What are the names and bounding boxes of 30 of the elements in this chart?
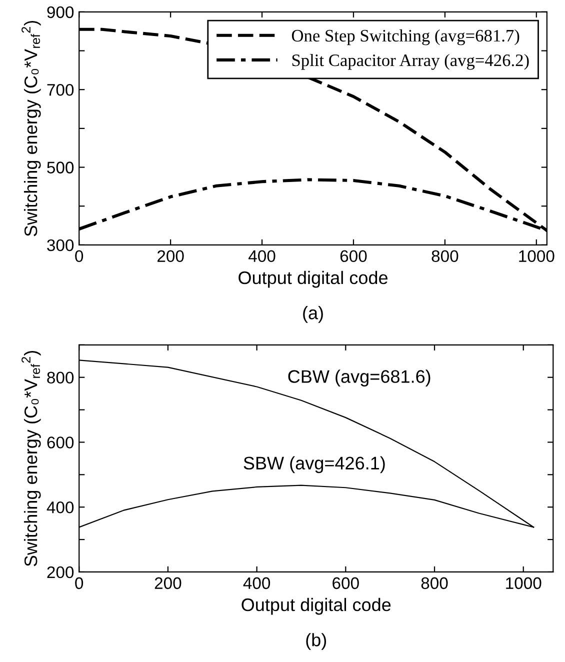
y-axis-title: Switching energy (C₀*V$_{ref}$$^{2}$) [22,350,41,566]
x-tick-label: 800 [432,250,458,262]
series-label: SBW (avg=426.1) [244,456,385,474]
y-axis-title: Switching energy (C₀*V$_{ref}$$^{2}$) [22,20,41,236]
x-tick-label: 400 [248,250,276,262]
y-tick-label: 800 [47,372,74,384]
x-tick-label: 600 [340,250,367,262]
text: (b) [306,633,326,650]
x-tick-label: 0 [75,250,84,262]
y-tick-label: 200 [47,566,74,578]
x-tick-label: 200 [154,577,182,590]
y-tick-label: 400 [46,501,74,514]
y-tick-label: 300 [47,239,74,252]
y-tick-label: 700 [47,84,74,96]
x-tick-label: 1000 [519,250,554,262]
x-tick-label: 400 [243,577,270,590]
x-tick-label: 0 [75,577,84,590]
x-tick-label: 800 [421,577,448,590]
x-axis-title: Output digital code [242,598,391,615]
legend-label: One Step Switching (avg=681.7) [292,29,520,46]
x-tick-label: 1000 [506,577,542,590]
x-tick-label: 200 [157,250,184,262]
y-tick-label: 500 [47,162,74,174]
text: (a) [303,306,323,323]
y-tick-label: 900 [47,6,74,18]
x-axis-title: Output digital code [238,270,388,288]
legend-label: CBW (avg=681.6) [288,370,430,386]
x-tick-label: 600 [332,577,359,590]
legend-label: Split Capacitor Array (avg=426.2) [292,54,529,70]
y-tick-label: 600 [47,436,74,448]
